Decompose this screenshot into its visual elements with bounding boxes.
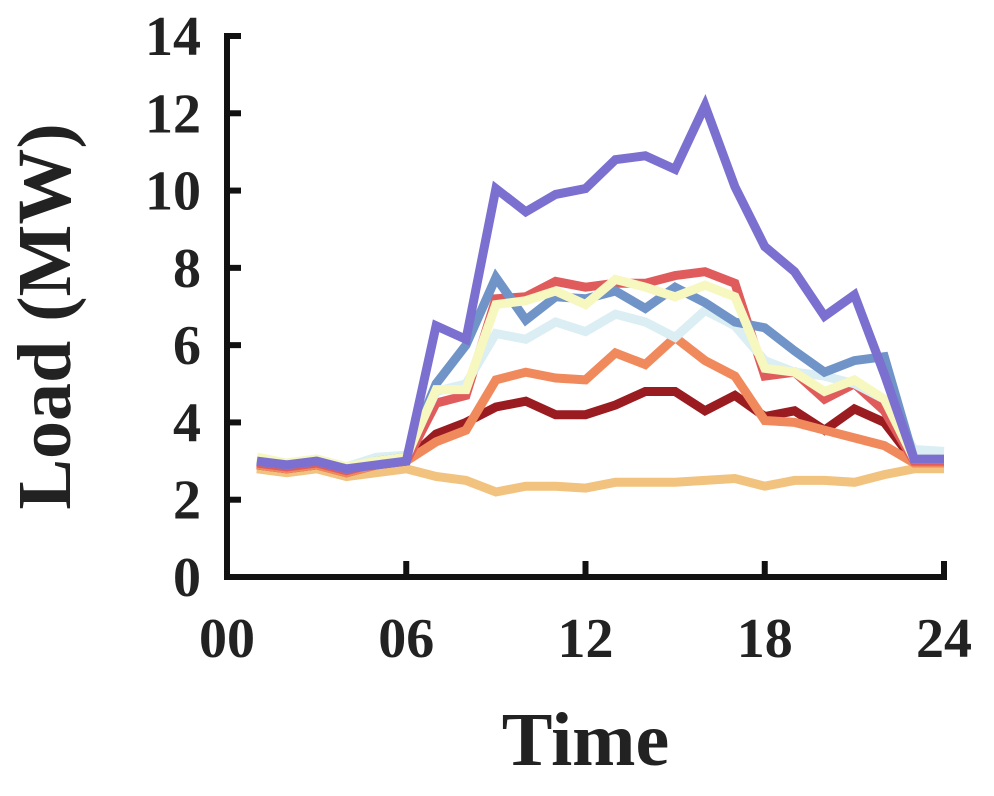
y-tick-label: 0 [173, 547, 201, 609]
y-tick-label: 12 [145, 83, 201, 145]
series-lines [256, 93, 945, 497]
y-tick-label: 4 [173, 392, 201, 454]
y-axis-title: Load (MW) [3, 123, 87, 509]
x-tick-label: 18 [737, 608, 793, 670]
x-tick-label: 24 [916, 608, 972, 670]
y-ticks: 0 2 4 6 8 10 12 14 [145, 6, 241, 609]
x-ticks: 00 06 12 18 24 [199, 561, 972, 670]
series-line-3 [256, 331, 944, 478]
x-tick-label: 06 [378, 608, 434, 670]
x-axis-title: Time [502, 698, 669, 782]
y-tick-label: 14 [145, 6, 201, 68]
y-tick-label: 6 [173, 315, 201, 377]
y-tick-label: 2 [173, 470, 201, 532]
y-tick-label: 10 [145, 161, 201, 223]
y-tick-label: 8 [173, 238, 201, 300]
series-line-1 [256, 464, 944, 497]
series-line-8 [256, 93, 944, 474]
x-tick-label: 00 [199, 608, 255, 670]
x-tick-label: 12 [558, 608, 614, 670]
